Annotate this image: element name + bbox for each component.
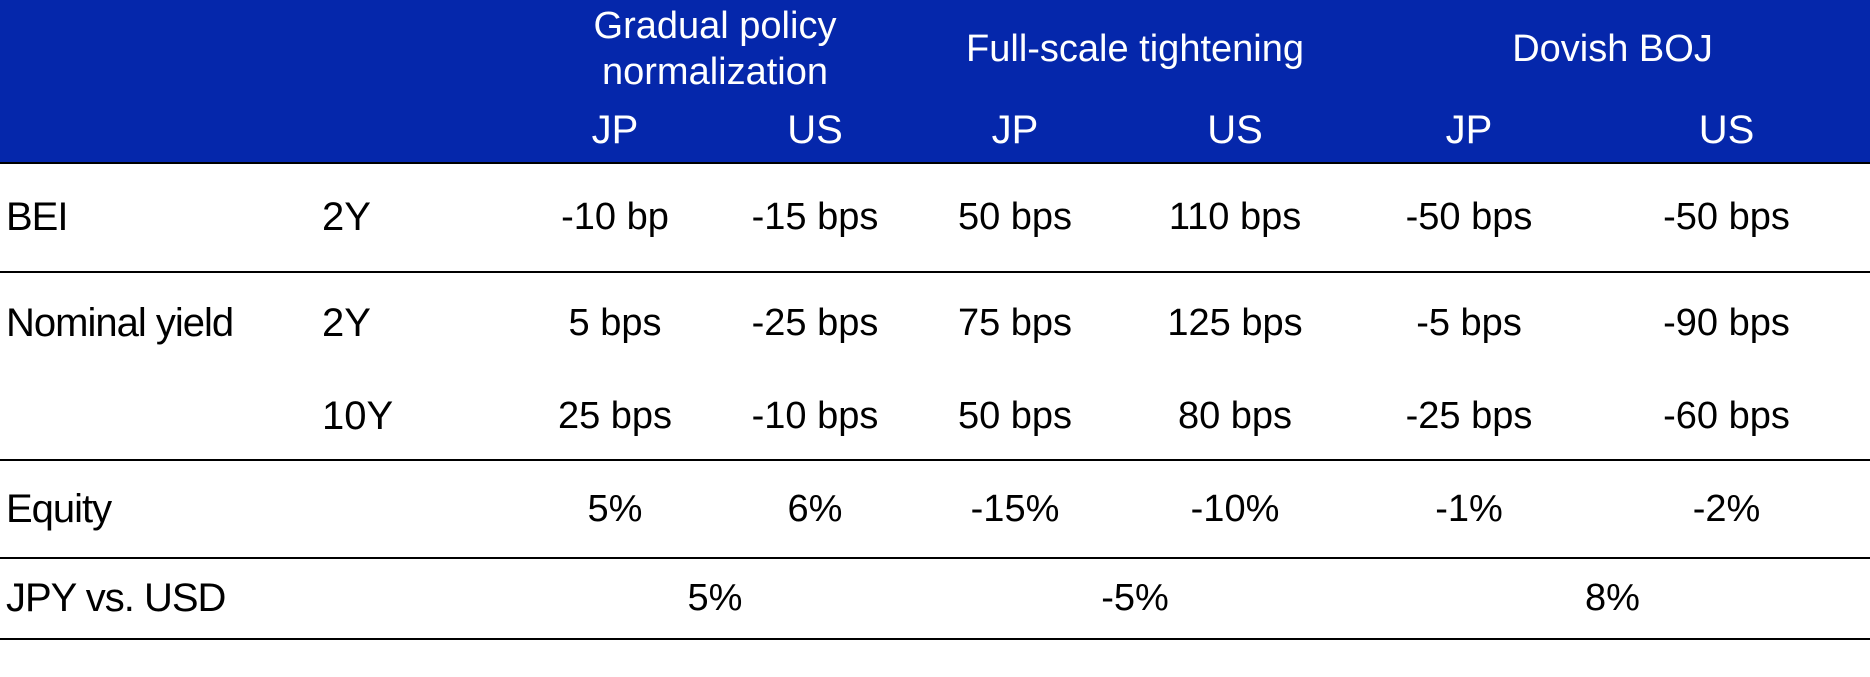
row-label-equity: Equity: [0, 460, 310, 559]
scenario-header-gradual: Gradual policy normalization: [515, 0, 916, 98]
region-header-row: JP US JP US JP US: [0, 98, 1870, 164]
header-blank-label: [0, 0, 310, 98]
cell-fx-dovish: 8%: [1355, 558, 1870, 640]
header-blank-tenor-2: [310, 98, 515, 164]
row-tenor-nominal-2y: 2Y: [322, 300, 371, 345]
cell-nom2y-full-us: 125 bps: [1167, 301, 1303, 344]
row-label-nominal-yield: Nominal yield: [6, 300, 234, 345]
row-tenor-equity-blank: [310, 460, 515, 559]
cell-equity-gradual-jp: 5%: [515, 460, 715, 559]
region-header-gradual-jp: JP: [515, 98, 715, 164]
cell-nom2y-dovish-us: -90 bps: [1663, 301, 1790, 344]
cell-nom10y-gradual-jp: 25 bps: [515, 373, 715, 461]
cell-nom10y-dovish-us: -60 bps: [1583, 373, 1870, 461]
cell-nom2y-gradual-jp: 5 bps: [568, 301, 662, 344]
cell-equity-full-us: -10%: [1115, 460, 1356, 559]
table-row-bei: BEI 2Y -10 bp -15 bps 50 bps 110 bps -50…: [0, 163, 1870, 273]
cell-nom2y-gradual-us: -25 bps: [751, 301, 879, 344]
row-tenor-nominal-10y: 10Y: [310, 373, 515, 461]
region-header-full-jp: JP: [915, 98, 1116, 164]
region-header-gradual-us: US: [715, 98, 916, 164]
cell-nom2y-full-jp: 75 bps: [957, 301, 1073, 344]
table-row-equity: Equity 5% 6% -15% -10% -1% -2%: [0, 460, 1870, 559]
cell-bei-dovish-us: -50 bps: [1583, 163, 1870, 273]
cell-nom10y-dovish-jp: -25 bps: [1355, 373, 1584, 461]
cell-nom10y-full-jp: 50 bps: [915, 373, 1116, 461]
region-header-dovish-jp: JP: [1355, 98, 1584, 164]
table-row-nominal-2y: Nominal yield 2Y 5 bps -25 bps 75 bps 12…: [0, 272, 1870, 373]
row-label-bei: BEI: [0, 163, 310, 273]
region-header-full-us: US: [1115, 98, 1356, 164]
scenario-header-row: Gradual policy normalization Full-scale …: [0, 0, 1870, 98]
table-row-jpy-usd: JPY vs. USD 5% -5% 8%: [0, 558, 1870, 640]
header-blank-label-2: [0, 98, 310, 164]
cell-nom10y-full-us: 80 bps: [1115, 373, 1356, 461]
cell-bei-gradual-jp: -10 bp: [515, 163, 715, 273]
table-body: BEI 2Y -10 bp -15 bps 50 bps 110 bps -50…: [0, 163, 1870, 640]
row-tenor-bei: 2Y: [310, 163, 515, 273]
table-header: Gradual policy normalization Full-scale …: [0, 0, 1870, 164]
cell-bei-gradual-us: -15 bps: [715, 163, 916, 273]
cell-equity-full-jp: -15%: [915, 460, 1116, 559]
header-blank-tenor: [310, 0, 515, 98]
row-label-jpy-usd: JPY vs. USD: [0, 558, 515, 640]
row-label-nominal-10y-blank: [0, 373, 310, 461]
cell-bei-dovish-jp: -50 bps: [1355, 163, 1584, 273]
cell-fx-full: -5%: [915, 558, 1356, 640]
cell-equity-gradual-us: 6%: [715, 460, 916, 559]
scenario-header-full-scale: Full-scale tightening: [915, 0, 1356, 98]
scenario-header-dovish: Dovish BOJ: [1355, 0, 1870, 98]
table-row-nominal-10y: 10Y 25 bps -10 bps 50 bps 80 bps -25 bps…: [0, 373, 1870, 461]
cell-nom2y-dovish-jp: -5 bps: [1416, 301, 1522, 344]
cell-bei-full-us: 110 bps: [1115, 163, 1356, 273]
cell-nom10y-gradual-us: -10 bps: [715, 373, 916, 461]
cell-bei-full-jp: 50 bps: [915, 163, 1116, 273]
region-header-dovish-us: US: [1583, 98, 1870, 164]
cell-equity-dovish-jp: -1%: [1355, 460, 1584, 559]
scenario-table: Gradual policy normalization Full-scale …: [0, 0, 1870, 640]
cell-equity-dovish-us: -2%: [1583, 460, 1870, 559]
cell-fx-gradual: 5%: [515, 558, 916, 640]
